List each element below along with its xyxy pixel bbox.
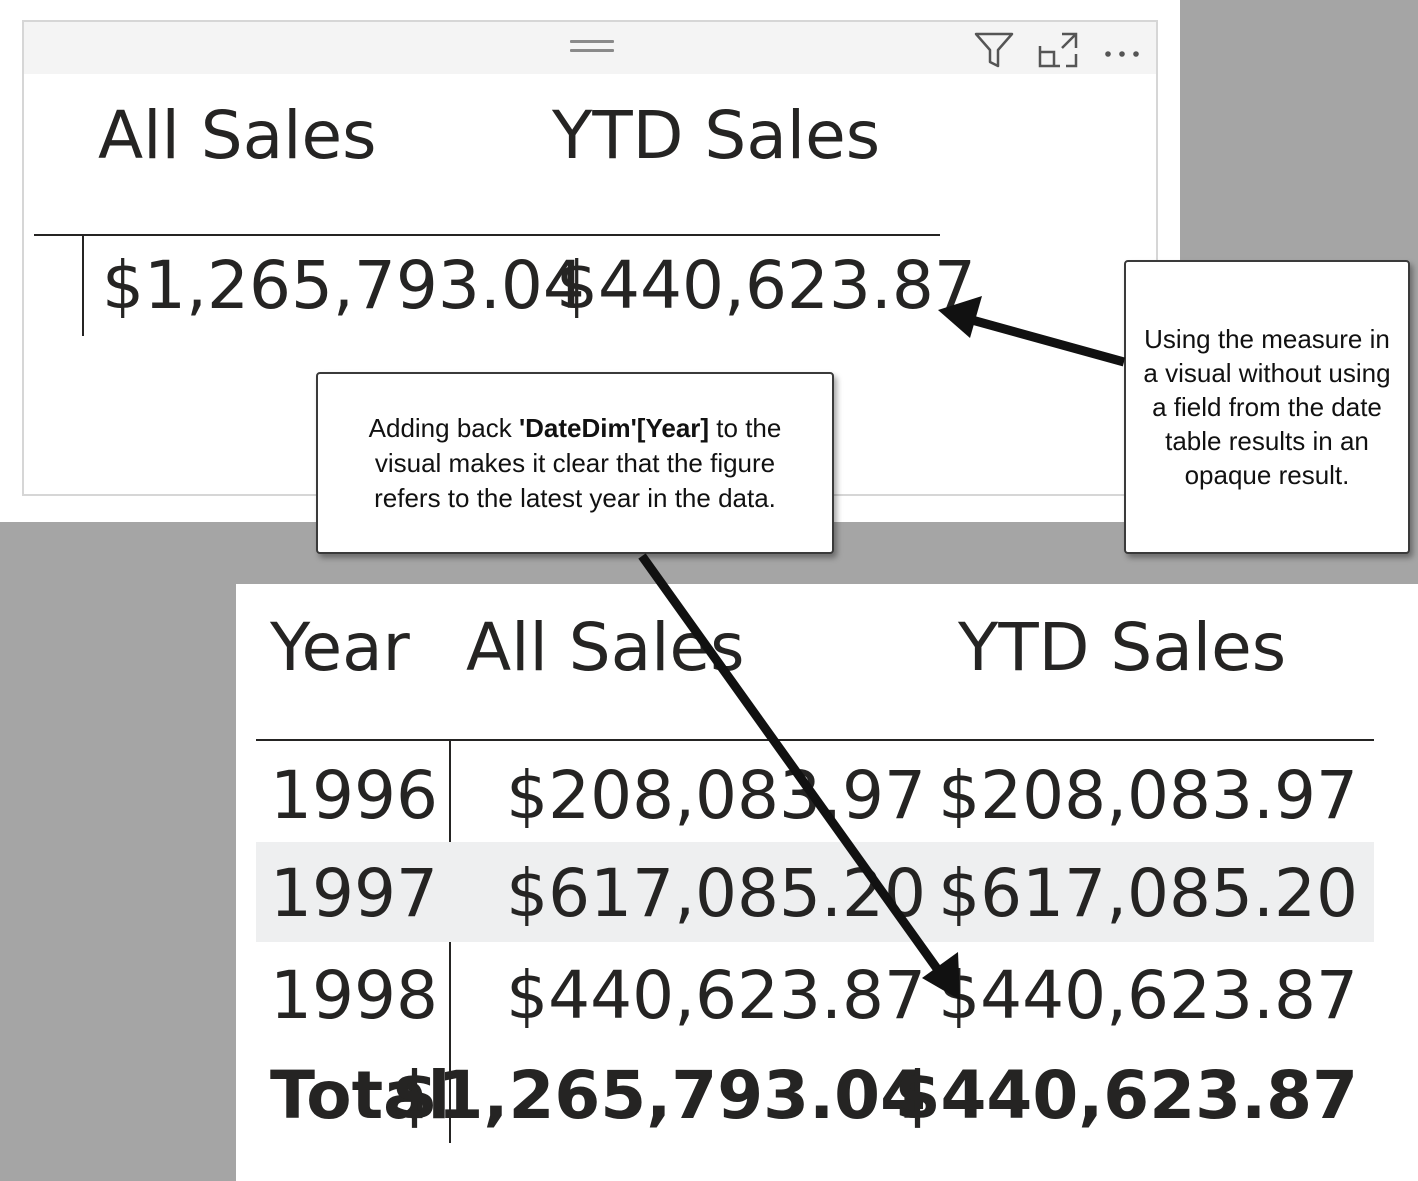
header-divider (34, 234, 940, 236)
bottom-table-visual: Year All Sales YTD Sales 1996 $208,083.9… (236, 584, 1418, 1181)
all-sales-cell: $440,623.87 (506, 957, 926, 1034)
row-header-divider (82, 236, 84, 336)
ytd-sales-cell: $208,083.97 (938, 757, 1358, 834)
callout-opaque-text: Using the measure in a visual without us… (1143, 324, 1391, 490)
column-header-ytd-sales[interactable]: YTD Sales (552, 97, 881, 174)
total-ytd-sales: $440,623.87 (894, 1057, 1358, 1134)
top-visual-card: All Sales YTD Sales $1,265,793.04 $440,6… (0, 0, 1180, 522)
column-header-all-sales[interactable]: All Sales (98, 97, 377, 174)
all-sales-cell: $208,083.97 (506, 757, 926, 834)
year-cell: 1996 (270, 757, 438, 834)
callout-year-text: Adding back 'DateDim'[Year] to the visua… (340, 411, 810, 516)
year-cell: 1998 (270, 957, 438, 1034)
header-divider (256, 739, 1374, 741)
callout-opaque-result: Using the measure in a visual without us… (1124, 260, 1410, 554)
year-column-divider (449, 741, 451, 1143)
column-header-ytd-sales[interactable]: YTD Sales (958, 609, 1287, 686)
visual-header (24, 22, 1156, 74)
total-label: Total (270, 1057, 451, 1134)
callout-year-field-name: 'DateDim'[Year] (518, 412, 710, 443)
top-visual-frame[interactable] (22, 20, 1158, 496)
drag-handle-icon[interactable] (570, 40, 614, 52)
ytd-sales-cell: $617,085.20 (938, 855, 1358, 932)
all-sales-cell: $617,085.20 (506, 855, 926, 932)
callout-year-text-before: Adding back (368, 412, 519, 443)
all-sales-value: $1,265,793.04 (102, 247, 585, 324)
total-all-sales: $1,265,793.04 (391, 1057, 926, 1134)
column-header-year[interactable]: Year (270, 609, 410, 686)
year-cell: 1997 (270, 855, 438, 932)
ytd-sales-cell: $440,623.87 (938, 957, 1358, 1034)
callout-year-context: Adding back 'DateDim'[Year] to the visua… (316, 372, 834, 554)
more-options-icon[interactable] (1100, 30, 1144, 70)
filter-icon[interactable] (972, 30, 1016, 70)
callout-year-text-after: to the visual makes it clear that the fi… (374, 412, 782, 513)
ytd-sales-value: $440,623.87 (556, 247, 976, 324)
column-header-all-sales[interactable]: All Sales (466, 609, 745, 686)
focus-mode-icon[interactable] (1036, 30, 1080, 70)
